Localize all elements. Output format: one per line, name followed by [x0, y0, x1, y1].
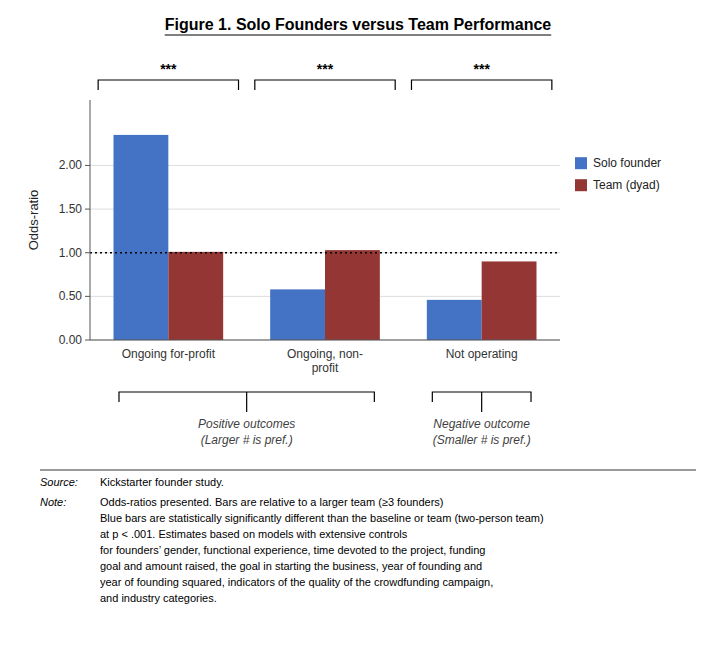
bar [270, 289, 325, 340]
outcome-label: Positive outcomes [198, 417, 295, 431]
x-tick-label-line: Not operating [446, 347, 518, 361]
x-tick-label: Ongoing, non-profit [287, 347, 363, 375]
note-line: Blue bars are statistically significantl… [100, 512, 544, 524]
y-tick-label: 2.00 [59, 158, 83, 172]
significance-bracket [411, 80, 551, 90]
note-line: Odds-ratios presented. Bars are relative… [100, 496, 444, 508]
x-tick-label: Ongoing for-profit [122, 347, 216, 361]
legend-swatch [575, 179, 587, 191]
outcome-bracket [119, 392, 374, 412]
legend-label: Team (dyad) [593, 178, 660, 192]
y-tick [85, 209, 90, 210]
bar [427, 300, 482, 340]
source-label: Source: [40, 476, 78, 488]
legend-swatch [575, 157, 587, 169]
y-tick-label: 1.00 [59, 246, 83, 260]
legend-label: Solo founder [593, 156, 661, 170]
source: Kickstarter founder study. [100, 476, 224, 488]
y-tick-label: 1.50 [59, 202, 83, 216]
x-tick-label-line: Ongoing, non- [287, 347, 363, 361]
bar [114, 135, 169, 340]
title-underline [165, 35, 551, 36]
y-axis-label: Odds-ratio [26, 190, 41, 251]
grid-line [90, 340, 560, 341]
note-line: year of founding squared, indicators of … [100, 576, 493, 588]
divider [40, 470, 696, 471]
x-tick-label-line: profit [312, 361, 339, 375]
outcome-bracket [432, 392, 531, 412]
grid-line [90, 252, 560, 253]
outcome-label: (Larger # is pref.) [201, 433, 293, 447]
significance-bracket [255, 80, 395, 90]
chart: Figure 1. Solo Founders versus Team Perf… [0, 0, 716, 651]
outcome-label: Negative outcome [433, 417, 530, 431]
significance-bracket [98, 80, 238, 90]
note-line: at p < .001. Estimates based on models w… [100, 528, 408, 540]
title: Figure 1. Solo Founders versus Team Perf… [165, 16, 552, 33]
note-line: and industry categories. [100, 592, 217, 604]
x-tick-label-line: Ongoing for-profit [122, 347, 216, 361]
y-tick [85, 252, 90, 253]
x-tick-label: Not operating [446, 347, 518, 361]
note-label: Note: [40, 496, 66, 508]
significance-stars: *** [160, 61, 177, 77]
significance-stars: *** [473, 61, 490, 77]
y-tick [85, 165, 90, 166]
bar [168, 252, 223, 340]
outcome-label: (Smaller # is pref.) [433, 433, 531, 447]
bar [482, 261, 537, 340]
significance-stars: *** [317, 61, 334, 77]
note-line: goal and amount raised, the goal in star… [100, 560, 482, 572]
bars [114, 135, 537, 340]
x-axis [90, 340, 560, 341]
y-tick-label: 0.00 [59, 333, 83, 347]
y-tick [85, 340, 90, 341]
y-tick [85, 296, 90, 297]
note-line: for founders’ gender, functional experie… [100, 544, 485, 556]
reference-line [90, 252, 560, 254]
bar [325, 250, 380, 340]
y-tick-label: 0.50 [59, 289, 83, 303]
y-axis [90, 100, 91, 340]
